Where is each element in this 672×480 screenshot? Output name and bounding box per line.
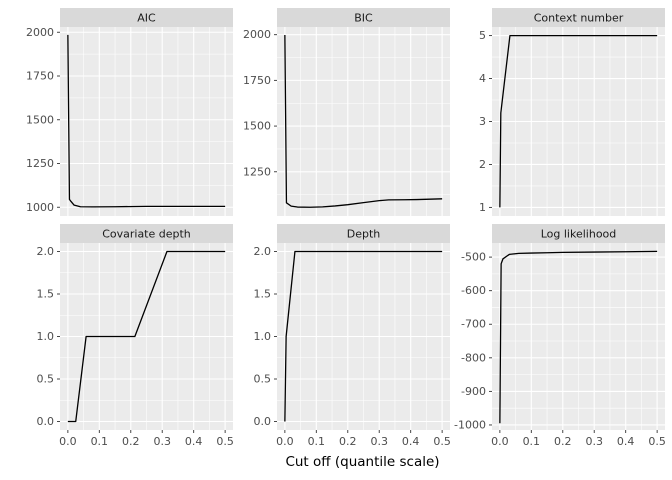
y-tick-label: 2.0 <box>254 245 272 258</box>
facet-panel-depth: Depth 0.0 0.5 1.0 1.5 2.0 0.0 0.1 0.2 0.3 0.4 0.5 <box>254 224 451 448</box>
y-tick-label: 0.0 <box>37 415 55 428</box>
x-tick-label: 0.2 <box>122 435 140 448</box>
x-tick-label: 0.2 <box>339 435 357 448</box>
facet-strip <box>277 224 450 243</box>
x-tick-label: 0.5 <box>648 435 666 448</box>
data-line-log-likelihood <box>499 250 658 424</box>
x-tick-label: 0.4 <box>617 435 635 448</box>
y-tick-label: 5 <box>479 29 486 42</box>
y-tick-label: 2000 <box>243 28 271 41</box>
y-tick-label: -600 <box>461 284 486 297</box>
facet-strip <box>60 224 233 243</box>
facet-strip <box>60 8 233 27</box>
facet-panel-log-likelihood: Log likelihood -1000 -900 -800 -700 -600 -500 0… <box>454 224 666 448</box>
data-line-bic <box>284 35 443 208</box>
y-tick-label: 1.5 <box>37 288 55 301</box>
x-tick-label: 0.3 <box>153 435 171 448</box>
y-tick-label: 1750 <box>26 70 54 83</box>
y-tick-label: 1 <box>479 201 486 214</box>
y-tick-label: 2 <box>479 158 486 171</box>
data-line-context-number <box>499 34 658 208</box>
x-tick-label: 0.3 <box>370 435 388 448</box>
x-tick-label: 0.4 <box>185 435 203 448</box>
y-tick-label: 1750 <box>243 74 271 87</box>
facet-strip-label: Log likelihood <box>541 228 617 241</box>
y-tick-label: 1.0 <box>37 330 55 343</box>
y-tick-label: 4 <box>479 72 486 85</box>
y-tick-label: 0.5 <box>37 373 55 386</box>
y-tick-label: -900 <box>461 385 486 398</box>
y-tick-label: 0.5 <box>254 373 272 386</box>
y-tick-label: 2.0 <box>37 245 55 258</box>
facet-panel-aic: AIC 1000 1250 1500 1750 2000 <box>26 8 233 216</box>
y-tick-label: 1.5 <box>254 288 272 301</box>
y-tick-label: -700 <box>461 318 486 331</box>
x-tick-label: 0.5 <box>216 435 234 448</box>
facet-strip <box>492 8 665 27</box>
x-tick-label: 0.0 <box>59 435 77 448</box>
y-tick-label: 1250 <box>26 157 54 170</box>
facet-strip-label: Context number <box>534 12 624 25</box>
y-tick-label: 1000 <box>26 201 54 214</box>
x-tick-label: 0.4 <box>402 435 420 448</box>
x-tick-label: 0.2 <box>554 435 572 448</box>
facet-strip-label: AIC <box>137 12 156 25</box>
x-tick-label: 0.1 <box>523 435 541 448</box>
x-tick-label: 0.3 <box>585 435 603 448</box>
y-tick-label: 1500 <box>26 113 54 126</box>
y-tick-label: -800 <box>461 351 486 364</box>
y-tick-label: 2000 <box>26 26 54 39</box>
facet-panel-covariate-depth: Covariate depth 0.0 0.5 1.0 1.5 2.0 0.0 0.1 0.2 0… <box>37 224 234 448</box>
facet-strip <box>492 224 665 243</box>
y-tick-label: 1.0 <box>254 330 272 343</box>
facet-strip-label: Depth <box>347 228 381 241</box>
y-tick-label: -500 <box>461 251 486 264</box>
x-tick-label: 0.0 <box>276 435 294 448</box>
x-tick-label: 0.0 <box>491 435 509 448</box>
x-axis-title: Cut off (quantile scale) <box>285 454 440 470</box>
facet-panel-context-number: Context number 1 2 3 4 5 <box>479 8 665 216</box>
y-tick-label: 1250 <box>243 165 271 178</box>
facet-strip-label: BIC <box>354 12 373 25</box>
x-tick-label: 0.1 <box>308 435 326 448</box>
y-tick-label: 3 <box>479 115 486 128</box>
y-tick-label: 0.0 <box>254 415 272 428</box>
y-tick-label: -1000 <box>454 418 486 431</box>
data-line-covariate-depth <box>67 250 226 423</box>
facet-strip-label: Covariate depth <box>102 228 191 241</box>
y-tick-label: 1500 <box>243 120 271 133</box>
facet-panel-bic: BIC 1250 1500 1750 2000 <box>243 8 450 216</box>
data-line-aic <box>67 34 226 208</box>
facet-strip <box>277 8 450 27</box>
x-tick-label: 0.1 <box>91 435 109 448</box>
x-tick-label: 0.5 <box>433 435 451 448</box>
data-line-depth <box>284 250 443 422</box>
